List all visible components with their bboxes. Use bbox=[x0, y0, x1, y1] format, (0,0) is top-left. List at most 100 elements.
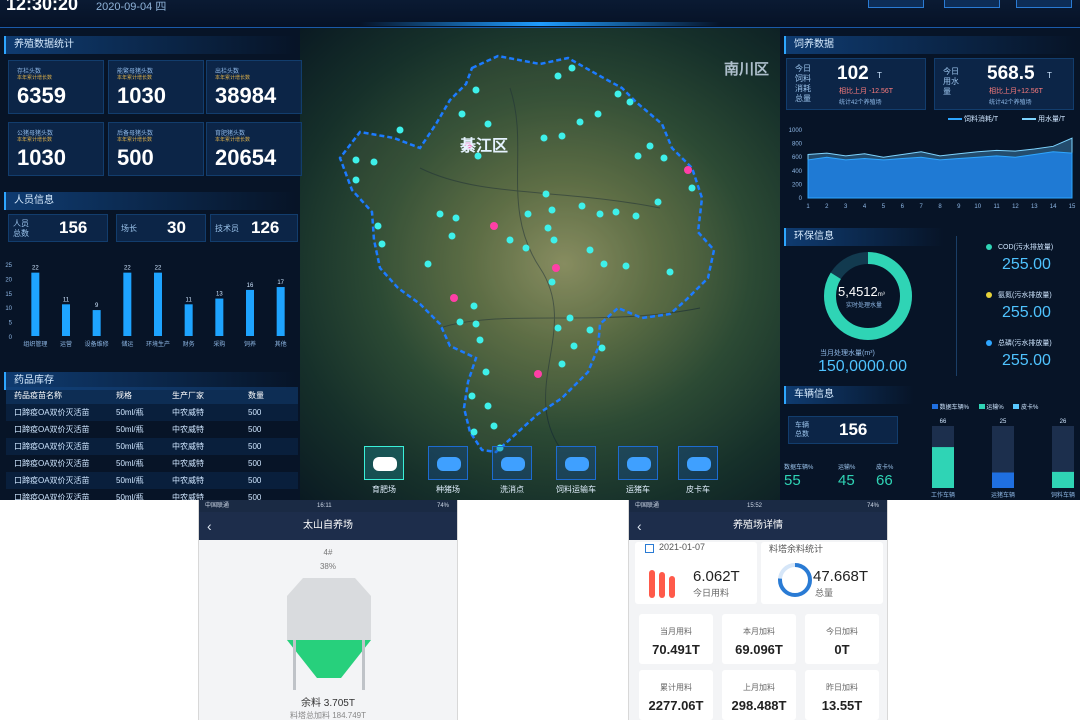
top-button-1[interactable] bbox=[868, 0, 924, 8]
bar-value-label: 22 bbox=[124, 266, 131, 272]
stat-value: 6359 bbox=[17, 83, 66, 108]
vehicle-stat-value-2: 45 bbox=[838, 472, 855, 489]
stat-label: 育肥猪头数 bbox=[215, 131, 246, 137]
calendar-icon bbox=[645, 544, 654, 553]
x-tick-label: 10 bbox=[974, 204, 981, 210]
personnel-managers: 场长 30 bbox=[116, 214, 206, 242]
district-label-main: 綦江区 bbox=[460, 138, 509, 155]
carrier: 中国联通 bbox=[205, 503, 230, 509]
x-tick-label: 8 bbox=[938, 204, 942, 210]
wash-station-icon[interactable] bbox=[492, 446, 532, 480]
battery: 74% bbox=[866, 503, 879, 509]
bar-value-label: 11 bbox=[186, 297, 193, 303]
table-row[interactable]: 口蹄疫OA双价灭活苗 50ml/瓶 中农威特 500 bbox=[6, 438, 298, 455]
pig-icon[interactable] bbox=[364, 446, 404, 480]
silo-percent: 38% bbox=[319, 562, 336, 571]
cell: 50ml/瓶 bbox=[116, 425, 144, 434]
phone-silo-screen: 中国联通 16:11 74% ‹ 太山自养场 4# 38% 余料 3.705T … bbox=[198, 500, 458, 720]
cell: 500 bbox=[248, 425, 262, 434]
cod-icon bbox=[986, 244, 992, 250]
boar-icon[interactable] bbox=[428, 446, 468, 480]
stat-cell-label: 上月加料 bbox=[743, 683, 775, 692]
feed-today-note: 统计42个养殖场 bbox=[839, 100, 882, 106]
table-row[interactable]: 口蹄疫OA双价灭活苗 50ml/瓶 中农威特 500 bbox=[6, 421, 298, 438]
feed-today-change: 相比上月 -12.56T bbox=[839, 88, 894, 95]
table-row[interactable]: 口蹄疫OA双价灭活苗 50ml/瓶 中农威特 500 bbox=[6, 472, 298, 489]
stat-cell-value: 13.55T bbox=[821, 698, 863, 713]
silo-total-value: 47.668T bbox=[813, 568, 869, 585]
y-tick-label: 600 bbox=[792, 155, 803, 161]
legend-text: 运输% bbox=[986, 405, 1004, 411]
stat-cell: 上月加料 298.488T bbox=[722, 670, 796, 720]
today-usage-card[interactable]: 2021-01-07 6.062T 今日用料 bbox=[635, 542, 757, 604]
personnel-label: 技术员 bbox=[215, 224, 239, 233]
status-time: 16:11 bbox=[317, 503, 332, 509]
gas-value-1: 255.00 bbox=[1002, 256, 1051, 273]
stat-cell: 昨日加料 13.55T bbox=[805, 670, 879, 720]
x-tick-label: 设备维修 bbox=[85, 340, 109, 348]
medicine-title: 药品库存 bbox=[4, 372, 296, 390]
ammonia-icon bbox=[986, 292, 992, 298]
stat-cell: 今日加料 0T bbox=[805, 614, 879, 664]
back-icon[interactable]: ‹ bbox=[637, 518, 642, 534]
gauge-label: 实时处理水量 bbox=[846, 303, 883, 309]
stat-sub: 本年累计增长数 bbox=[17, 75, 53, 81]
screen-title: 养殖场详情 bbox=[733, 520, 783, 531]
top-button-2[interactable] bbox=[944, 0, 1000, 8]
y-tick-label: 0 bbox=[9, 335, 13, 341]
silo-stats-title: 料塔余料统计 bbox=[769, 544, 824, 554]
stat-cell-value: 0T bbox=[834, 642, 850, 657]
status-bar: 中国联通 15:52 74% bbox=[629, 500, 887, 512]
water-label: 今日 bbox=[943, 67, 959, 76]
gauge-number: 5,4512 bbox=[838, 284, 878, 299]
cell: 500 bbox=[248, 408, 262, 417]
feed-truck-icon[interactable] bbox=[556, 446, 596, 480]
cell: 500 bbox=[248, 459, 262, 468]
bar-value-label: 66 bbox=[940, 419, 947, 425]
x-tick-label: 15 bbox=[1069, 204, 1076, 210]
stat-value: 1030 bbox=[17, 145, 66, 170]
back-icon[interactable]: ‹ bbox=[207, 518, 212, 534]
ring-icon bbox=[778, 563, 812, 597]
personnel-total: 人员总数 156 bbox=[8, 214, 108, 242]
district-map[interactable]: 綦江区 南川区 bbox=[300, 28, 780, 500]
clock: 12:30:20 bbox=[6, 0, 79, 14]
stat-value: 1030 bbox=[117, 83, 166, 108]
feed-today-value: 102 bbox=[837, 63, 869, 84]
table-row[interactable]: 口蹄疫OA双价灭活苗 50ml/瓶 中农威特 500 bbox=[6, 455, 298, 472]
x-tick-label: 采购 bbox=[213, 340, 225, 348]
silo-number: 4# bbox=[323, 548, 333, 557]
x-tick-label: 运猪车辆 bbox=[991, 491, 1015, 499]
top-button-3[interactable] bbox=[1016, 0, 1072, 8]
silo-fill-level bbox=[287, 640, 371, 678]
gas-label-1: COD(污水排放量) bbox=[998, 244, 1054, 251]
stat-cell: 本月加料 69.096T bbox=[722, 614, 796, 664]
silo-total-added: 料塔总加料 184.749T bbox=[289, 711, 367, 720]
table-row[interactable]: 口蹄疫OA双价灭活苗 50ml/瓶 中农威特 500 bbox=[6, 489, 298, 500]
silo-stats-card[interactable]: 料塔余料统计 47.668T 总量 bbox=[761, 542, 883, 604]
pig-truck-icon[interactable] bbox=[618, 446, 658, 480]
x-tick-label: 14 bbox=[1050, 204, 1057, 210]
bar-value-label: 22 bbox=[155, 266, 162, 272]
stat-value: 38984 bbox=[215, 83, 277, 108]
stat-card-boars: 公猪母猪头数 本年累计增长数 1030 bbox=[8, 122, 104, 176]
personnel-bar-chart: 25 20 15 10 5 0 22 组织管理 11 运营 9 设备维修 22 储运 22 环境生产 11 财务 1… bbox=[5, 263, 287, 348]
env-total-label: 当月处理水量(m³) bbox=[820, 350, 875, 357]
cell: 50ml/瓶 bbox=[116, 459, 144, 468]
table-row[interactable]: 口蹄疫OA双价灭活苗 50ml/瓶 中农威特 500 bbox=[6, 404, 298, 421]
stat-cell-label: 累计用料 bbox=[660, 683, 692, 692]
stat-cell: 当月用料 70.491T bbox=[639, 614, 713, 664]
personnel-label: 场长 bbox=[121, 224, 137, 233]
cell: 中农威特 bbox=[172, 408, 204, 417]
farm-markers[interactable] bbox=[352, 64, 696, 452]
y-tick-label: 5 bbox=[9, 321, 13, 327]
x-tick-label: 其他 bbox=[275, 340, 287, 348]
top-glow bbox=[360, 22, 720, 26]
cell: 50ml/瓶 bbox=[116, 476, 144, 485]
special-markers[interactable] bbox=[450, 142, 692, 378]
feed-truck-glyph bbox=[565, 457, 589, 471]
medicine-table: 药品疫苗名称 规格 生产厂家 数量 口蹄疫OA双价灭活苗 50ml/瓶 中农威特 50… bbox=[6, 387, 298, 500]
pickup-icon[interactable] bbox=[678, 446, 718, 480]
bar-value-label: 25 bbox=[1000, 419, 1007, 425]
